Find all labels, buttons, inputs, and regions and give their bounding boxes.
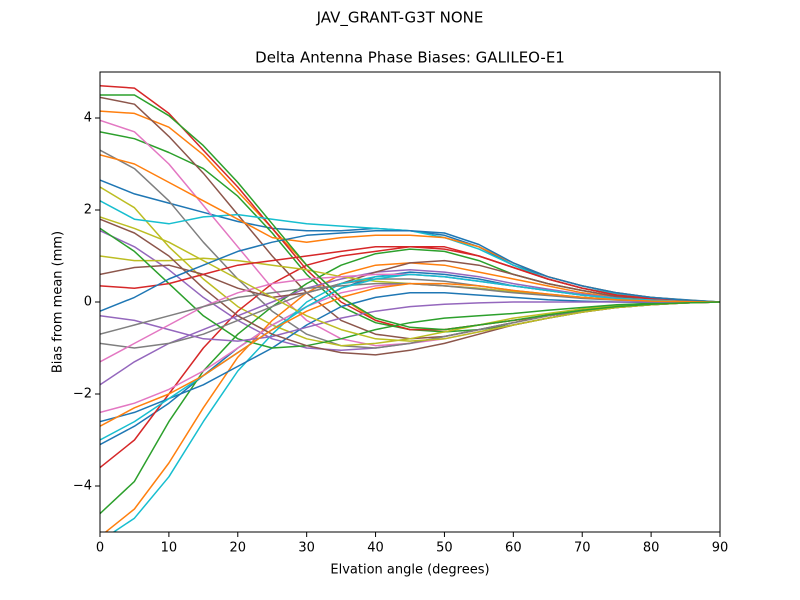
series-line xyxy=(100,282,720,427)
series-line xyxy=(100,227,720,349)
x-tick-label: 60 xyxy=(505,541,522,556)
x-tick-label: 80 xyxy=(643,541,660,556)
plot-lines xyxy=(100,85,720,532)
series-line xyxy=(100,301,720,342)
x-tick-label: 30 xyxy=(298,541,315,556)
y-axis-label: Bias from mean (mm) xyxy=(51,231,66,373)
suptitle: JAV_GRANT-G3T NONE xyxy=(316,9,484,28)
x-axis-label: Elvation angle (degrees) xyxy=(330,563,489,578)
series-line xyxy=(100,229,720,312)
y-tick-label: −2 xyxy=(73,387,92,402)
x-tick-label: 50 xyxy=(436,541,453,556)
series-line xyxy=(100,186,720,347)
series-line xyxy=(100,246,720,303)
y-tick-label: 4 xyxy=(84,111,92,126)
series-line xyxy=(100,216,720,342)
series-line xyxy=(100,94,720,331)
x-tick-label: 40 xyxy=(367,541,384,556)
y-tick-label: −4 xyxy=(73,479,92,494)
x-tick-label: 10 xyxy=(161,541,178,556)
x-tick-label: 0 xyxy=(96,541,104,556)
x-tick-label: 70 xyxy=(574,541,591,556)
chart-title: Delta Antenna Phase Biases: GALILEO-E1 xyxy=(255,49,565,67)
x-tick-label: 20 xyxy=(230,541,247,556)
y-tick-label: 2 xyxy=(84,203,92,218)
y-tick-label: 0 xyxy=(84,295,92,310)
x-tick-label: 90 xyxy=(712,541,729,556)
